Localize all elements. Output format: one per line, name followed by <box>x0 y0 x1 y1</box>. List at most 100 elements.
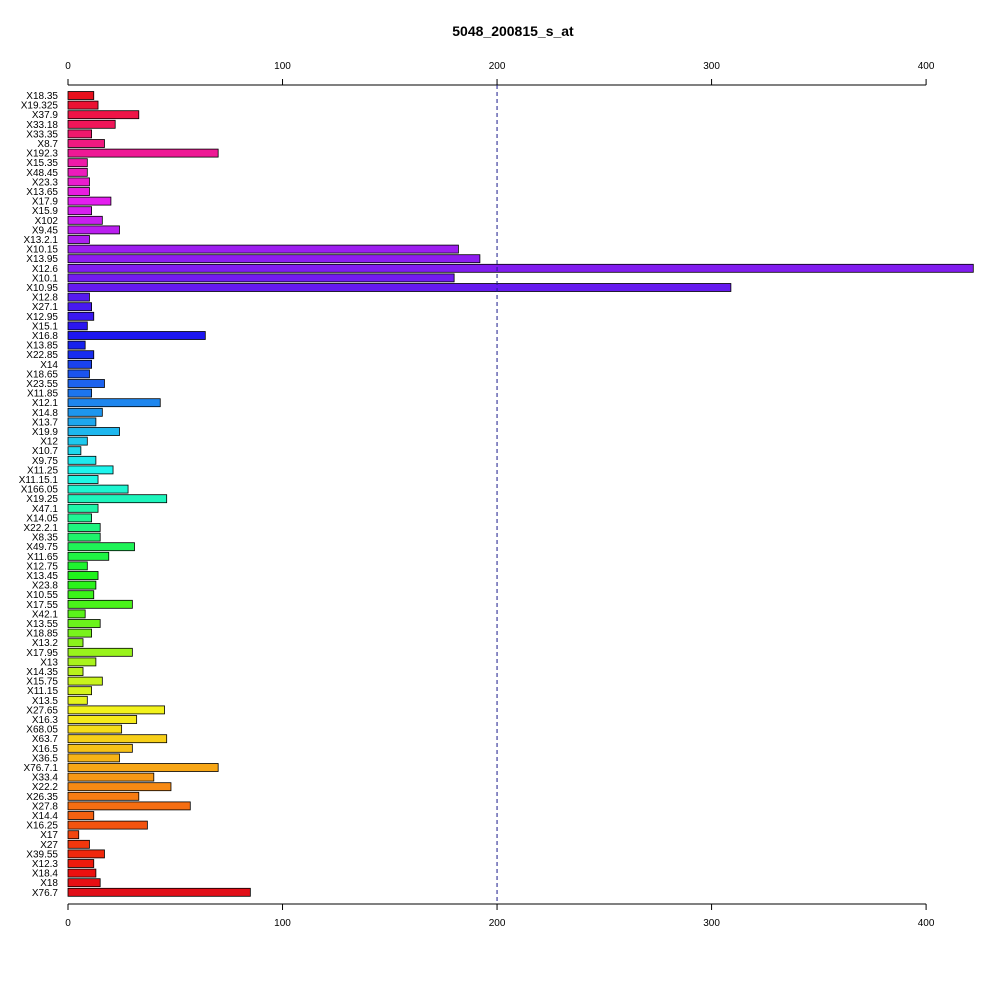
category-label: X11.25 <box>27 465 58 476</box>
category-label: X9.75 <box>32 456 59 467</box>
bottom-axis-tick-label: 200 <box>489 918 506 929</box>
bar-X14 <box>67 359 92 369</box>
category-label: X48.45 <box>26 168 58 179</box>
bar-X19.325 <box>67 100 99 110</box>
bar-X22.2.1 <box>67 523 101 532</box>
bar-X18.85 <box>67 628 92 638</box>
category-label: X10.55 <box>26 590 58 601</box>
bottom-axis-tick-label: 0 <box>65 918 71 929</box>
category-label: X47.1 <box>32 504 59 515</box>
bar-X8.35 <box>67 532 101 542</box>
category-label: X37.9 <box>32 110 59 121</box>
category-label: X39.55 <box>26 849 58 860</box>
category-label: X11.85 <box>27 389 58 400</box>
bottom-axis-tick-label: 300 <box>703 918 720 929</box>
bottom-axis-tick-label: 400 <box>918 918 935 929</box>
bar-X12.1 <box>67 398 161 408</box>
bar-X27 <box>67 839 90 849</box>
bar-X12.75 <box>67 561 88 571</box>
chart-title: 5048_200815_s_at <box>452 23 574 39</box>
category-label: X10.15 <box>26 245 58 256</box>
bar-X13.5 <box>67 695 88 705</box>
category-label: X23.55 <box>26 379 58 390</box>
category-label: X13.2 <box>32 638 59 649</box>
category-label: X15.75 <box>26 677 58 688</box>
category-label: X19.9 <box>32 427 59 438</box>
bar-X19.25 <box>67 494 168 504</box>
bar-X10.1 <box>67 273 455 283</box>
category-label: X33.4 <box>32 773 59 784</box>
bar-X17.55 <box>67 599 133 609</box>
bar-X11.85 <box>67 388 92 398</box>
category-label: X11.15.1 <box>19 475 59 486</box>
category-label: X13.55 <box>26 619 58 630</box>
bar-X22.85 <box>67 350 95 360</box>
top-axis-tick-label: 300 <box>703 61 720 72</box>
category-label: X27.8 <box>32 801 59 812</box>
bar-X18 <box>67 878 101 888</box>
bar-X12 <box>67 436 88 446</box>
bar-X192.3 <box>67 148 219 158</box>
bar-X42.1 <box>67 609 86 619</box>
bar-X102 <box>67 215 103 225</box>
bar-X22.2 <box>67 782 172 792</box>
category-label: X192.3 <box>26 149 58 160</box>
category-label: X17 <box>40 830 58 841</box>
category-label: X13.2.1 <box>24 235 59 246</box>
bar-X18.4 <box>67 868 97 878</box>
bar-X10.55 <box>67 590 95 600</box>
category-label: X33.18 <box>26 120 58 131</box>
bar-X17.95 <box>67 647 133 657</box>
top-axis: 0 100 200 300 400 <box>65 61 935 86</box>
bar-X76.7 <box>67 887 251 897</box>
bar-X166.05 <box>67 484 129 494</box>
top-axis-tick-label: 0 <box>65 61 71 72</box>
bar-X16.25 <box>67 820 148 830</box>
bar-X63.7 <box>67 734 168 744</box>
category-label: X33.35 <box>26 129 58 140</box>
category-label: X14 <box>40 360 58 371</box>
bar-X27.65 <box>67 705 165 715</box>
category-label: X17.95 <box>26 648 58 659</box>
category-label: X12.95 <box>26 312 58 323</box>
bar-X39.55 <box>67 849 105 859</box>
category-label: X14.8 <box>32 408 59 419</box>
category-label: X15.9 <box>32 206 59 217</box>
bar-X18.65 <box>67 369 90 379</box>
category-label: X13.5 <box>32 696 59 707</box>
bar-X13.65 <box>67 187 90 196</box>
category-label: X19.25 <box>26 494 58 505</box>
top-axis-tick-label: 100 <box>274 61 291 72</box>
bar-X12.3 <box>67 859 95 868</box>
category-label: X12 <box>40 437 58 448</box>
bar-X15.9 <box>67 206 92 216</box>
bar-X15.35 <box>67 158 88 168</box>
category-label: X26.35 <box>26 792 58 803</box>
bar-X12.95 <box>67 311 95 321</box>
bar-X14.4 <box>67 811 95 820</box>
bar-X10.15 <box>67 244 459 254</box>
category-label: X13.7 <box>32 417 59 428</box>
category-label: X9.45 <box>32 225 59 236</box>
top-axis-tick-label: 200 <box>489 61 506 72</box>
category-labels: X18.35X19.325X37.9X33.18X33.35X8.7X192.3… <box>19 91 59 899</box>
bar-X26.35 <box>67 791 140 801</box>
category-label: X15.35 <box>26 158 58 169</box>
bar-X17.9 <box>67 196 112 206</box>
category-label: X8.35 <box>32 533 59 544</box>
bar-X33.18 <box>67 119 116 129</box>
bar-X18.35 <box>67 91 95 100</box>
bar-X11.15 <box>67 686 92 696</box>
bar-X13.2 <box>67 638 84 648</box>
category-label: X14.05 <box>26 513 58 524</box>
bar-X13.55 <box>67 619 101 628</box>
bar-X33.35 <box>67 129 92 139</box>
category-label: X14.4 <box>32 811 59 822</box>
bar-X10.7 <box>67 446 82 456</box>
category-label: X17.55 <box>26 600 58 611</box>
bar-X14.35 <box>67 667 84 676</box>
bar-X13.85 <box>67 340 86 350</box>
category-label: X18.35 <box>26 91 58 102</box>
category-label: X23.3 <box>32 177 59 188</box>
